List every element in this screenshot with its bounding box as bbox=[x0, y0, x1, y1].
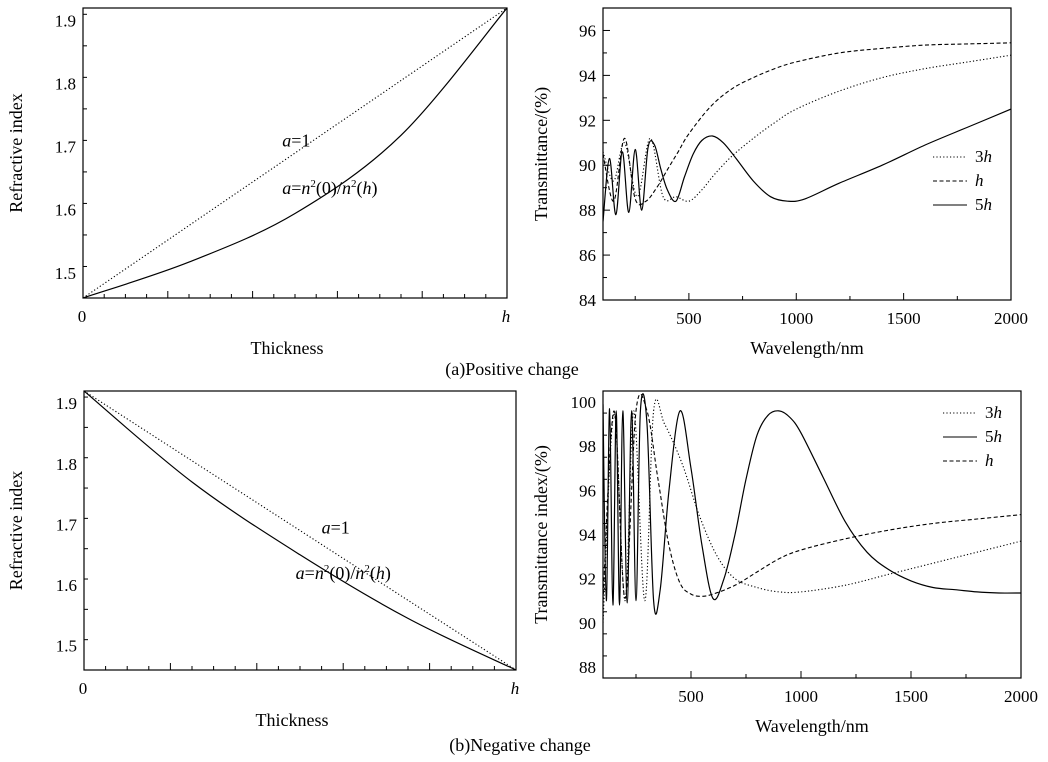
x-tick-label: 1500 bbox=[887, 309, 921, 328]
series-line-5h bbox=[603, 108, 1011, 222]
y-tick-label: 92 bbox=[579, 111, 596, 130]
y-tick-label: 92 bbox=[579, 570, 596, 589]
caption-positive-change: (a)Positive change bbox=[445, 359, 578, 380]
x-axis-label: Thickness bbox=[256, 710, 329, 730]
panel-positive-transmittance: 500 1000 1500 2000 84 86 88 90 92 94 96 Wavelength/… bbox=[531, 7, 1028, 358]
y-tick-label: 94 bbox=[579, 526, 597, 545]
annotation-label: a=n2(0)/n2(h) bbox=[296, 563, 391, 584]
x-axis-label: Wavelength/nm bbox=[750, 338, 864, 358]
annotation-label: a=n2(0)/n2(h) bbox=[282, 178, 377, 199]
legend-label-5h: 5h bbox=[975, 195, 992, 214]
x-tick-label: 500 bbox=[678, 687, 704, 706]
series-line-a=n²(0)/n²(h) bbox=[84, 391, 516, 670]
series-line-a=1 bbox=[84, 391, 516, 670]
y-tick-label: 1.6 bbox=[56, 576, 77, 595]
y-tick-label: 1.8 bbox=[55, 75, 76, 94]
x-tick-label: 1000 bbox=[779, 309, 813, 328]
plot-frame bbox=[83, 390, 517, 671]
legend: 3h h 5h bbox=[933, 147, 992, 214]
series-line-a=1 bbox=[83, 8, 507, 298]
y-tick-label: 1.8 bbox=[56, 455, 77, 474]
y-tick-label: 96 bbox=[579, 481, 596, 500]
y-tick-label: 90 bbox=[579, 156, 596, 175]
legend: 3h 5h h bbox=[943, 403, 1002, 470]
series-line-3h bbox=[603, 398, 1021, 623]
y-axis-label: Transmittance index/(%) bbox=[531, 445, 552, 624]
y-tick-label: 1.6 bbox=[55, 201, 76, 220]
x-tick-label-h: h bbox=[502, 307, 511, 326]
x-axis-label: Wavelength/nm bbox=[755, 716, 869, 736]
y-tick-label: 1.7 bbox=[55, 138, 77, 157]
x-tick-label: 2000 bbox=[994, 309, 1028, 328]
y-tick-label: 88 bbox=[579, 201, 596, 220]
y-tick-label: 1.9 bbox=[56, 394, 77, 413]
y-axis-label: Refractive index bbox=[6, 471, 26, 590]
y-tick-label: 96 bbox=[579, 21, 596, 40]
x-tick-label: 1000 bbox=[784, 687, 818, 706]
series-line-a=n²(0)/n²(h) bbox=[83, 8, 507, 298]
plot-frame bbox=[602, 7, 1012, 301]
plot-frame bbox=[602, 390, 1022, 679]
y-tick-label: 86 bbox=[579, 246, 596, 265]
x-tick-label-0: 0 bbox=[79, 679, 88, 698]
y-tick-label: 90 bbox=[579, 614, 596, 633]
annotation-label: a=1 bbox=[282, 131, 310, 151]
y-tick-label: 1.7 bbox=[56, 515, 78, 534]
caption-negative-change: (b)Negative change bbox=[449, 735, 590, 756]
x-axis-label: Thickness bbox=[251, 338, 324, 358]
annotation-label: a=1 bbox=[322, 518, 350, 538]
y-tick-label: 1.5 bbox=[55, 264, 76, 283]
y-axis-label: Refractive index bbox=[6, 93, 26, 212]
legend-label-3h: 3h bbox=[975, 147, 992, 166]
y-tick-label: 1.9 bbox=[55, 12, 76, 31]
legend-label-h: h bbox=[985, 451, 994, 470]
legend-label-5h: 5h bbox=[985, 427, 1002, 446]
y-axis-label: Transmittance/(%) bbox=[531, 87, 552, 221]
series-line-5h bbox=[603, 393, 1021, 615]
x-tick-label: 1500 bbox=[894, 687, 928, 706]
x-tick-label-h: h bbox=[511, 679, 520, 698]
y-tick-label: 88 bbox=[579, 658, 596, 677]
y-tick-label: 84 bbox=[579, 291, 597, 310]
y-tick-label: 1.5 bbox=[56, 637, 77, 656]
legend-label-3h: 3h bbox=[985, 403, 1002, 422]
x-tick-label: 500 bbox=[676, 309, 702, 328]
plot-frame bbox=[82, 7, 508, 299]
series-line-h bbox=[603, 393, 1021, 601]
y-tick-label: 98 bbox=[579, 437, 596, 456]
legend-label-h: h bbox=[975, 171, 984, 190]
series-line-h bbox=[603, 42, 1011, 206]
series-line-3h bbox=[603, 54, 1011, 202]
panel-positive-refractive-index: 0 h 1.5 1.6 1.7 1.8 1.9 Thickness Refractive ind… bbox=[6, 7, 511, 358]
panel-negative-transmittance: 500 1000 1500 2000 88 90 92 94 96 98 100 Wavelength… bbox=[531, 390, 1038, 736]
y-tick-label: 94 bbox=[579, 66, 597, 85]
y-tick-label: 100 bbox=[571, 393, 597, 412]
x-tick-label: 2000 bbox=[1004, 687, 1038, 706]
x-tick-label-0: 0 bbox=[78, 307, 87, 326]
panel-negative-refractive-index: 0 h 1.5 1.6 1.7 1.8 1.9 Thickness Refractive ind… bbox=[6, 390, 520, 730]
